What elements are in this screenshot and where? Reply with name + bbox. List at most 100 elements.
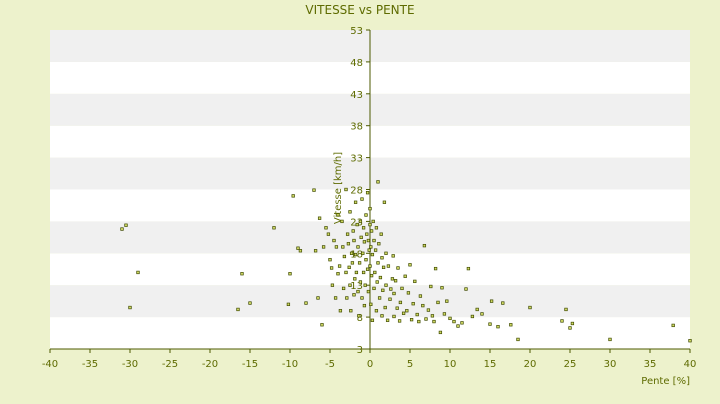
data-point [374,309,379,313]
x-tick-label: -35 [82,359,98,370]
data-point [475,307,479,312]
data-point [688,339,692,343]
data-point [345,296,349,300]
data-point [405,309,409,313]
data-point [366,289,371,294]
data-point [380,314,384,318]
data-point [430,314,435,318]
data-point [373,248,378,252]
x-tick-label: 35 [644,359,657,370]
data-point [373,270,377,275]
data-point [408,263,412,267]
data-point [570,321,575,326]
data-point [355,222,359,227]
data-point [489,299,494,303]
data-point [248,301,252,305]
data-point [124,223,128,227]
data-point [346,242,351,246]
data-point [429,284,433,289]
data-point [568,326,572,330]
data-point [393,279,398,283]
data-point [440,286,444,290]
x-tick-label: 15 [484,359,497,370]
data-point [336,272,340,276]
data-point [369,229,374,233]
data-point [671,323,675,328]
y-tick-label: 23 [350,217,363,228]
data-point [368,222,372,227]
x-tick-label: -15 [242,359,258,370]
data-point [415,312,419,317]
chart-title: VITESSE vs PENTE [305,3,414,17]
data-point [403,274,407,278]
data-point [448,316,452,321]
data-point [286,302,291,306]
data-point [364,258,368,262]
data-point [397,319,402,323]
data-point [464,287,468,291]
data-point [384,283,388,287]
data-point [348,283,352,287]
data-point [340,219,344,224]
x-tick-label: -30 [122,359,138,370]
data-point [304,301,308,305]
data-point [336,213,340,217]
data-point [361,270,366,275]
data-point [359,235,363,240]
data-point [358,219,363,224]
data-point [317,216,322,220]
y-tick-label: 53 [350,26,363,37]
data-point [409,318,414,322]
data-point [349,309,353,313]
data-point [377,242,381,246]
data-point [445,299,449,303]
data-point [392,291,396,296]
x-tick-label: -25 [162,359,178,370]
data-point [352,238,356,243]
data-point [357,261,362,265]
data-point [298,249,303,253]
y-tick-label: 43 [350,90,363,101]
data-point [382,200,387,204]
data-point [385,318,390,322]
data-point [383,305,387,310]
data-point [321,245,326,249]
data-point [240,272,244,276]
data-point [357,314,361,318]
x-tick-label: 0 [367,359,373,370]
data-point [313,249,318,253]
data-point [608,337,612,342]
data-point [365,267,370,271]
data-point [480,312,484,316]
data-point [377,296,382,300]
x-tick-label: 10 [444,359,457,370]
data-point [372,238,376,243]
data-point [136,270,140,275]
data-point [329,266,334,270]
data-point [406,291,411,295]
data-point [368,206,372,211]
x-tick-label: -40 [42,359,58,370]
data-point [398,300,403,305]
data-point [347,265,351,269]
data-point [236,307,240,312]
data-point [351,229,355,233]
data-point [361,226,366,230]
x-tick-label: 5 [407,359,413,370]
data-point [418,294,423,298]
x-tick-label: -10 [282,359,298,370]
data-point [422,243,427,248]
data-point [413,279,417,284]
data-point [272,226,276,230]
data-point [496,325,500,329]
data-point [365,191,370,195]
data-point [380,256,384,260]
y-tick-label: 13 [350,281,363,292]
data-point [424,317,428,321]
data-point [388,297,392,301]
y-tick-label: 8 [357,313,363,324]
data-point [509,323,513,327]
data-point [432,319,436,324]
data-point [460,321,464,325]
data-point [516,337,520,342]
